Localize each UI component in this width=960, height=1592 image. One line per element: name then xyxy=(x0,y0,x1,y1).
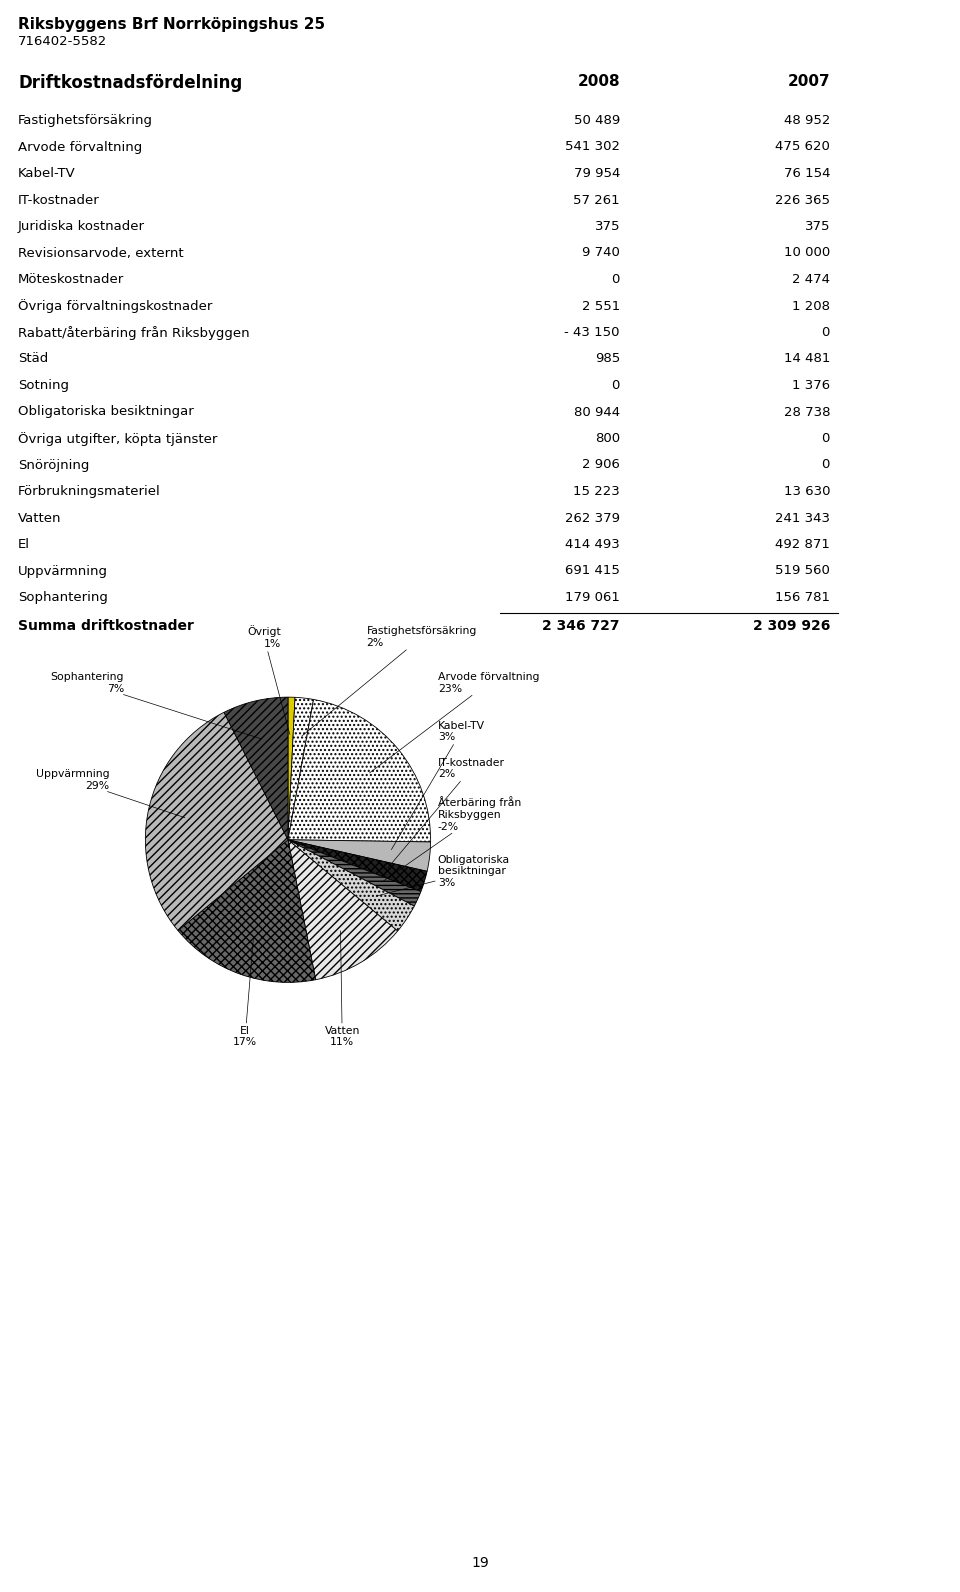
Text: Övriga utgifter, köpta tjänster: Övriga utgifter, köpta tjänster xyxy=(18,431,217,446)
Wedge shape xyxy=(288,841,397,979)
Text: 241 343: 241 343 xyxy=(775,511,830,524)
Wedge shape xyxy=(224,697,288,841)
Text: El
17%: El 17% xyxy=(233,939,257,1048)
Text: 541 302: 541 302 xyxy=(565,140,620,153)
Wedge shape xyxy=(288,699,431,842)
Text: Rabatt/återbäring från Riksbyggen: Rabatt/återbäring från Riksbyggen xyxy=(18,326,250,341)
Text: Övriga förvaltningskostnader: Övriga förvaltningskostnader xyxy=(18,299,212,314)
Text: 80 944: 80 944 xyxy=(574,406,620,419)
Text: 0: 0 xyxy=(822,431,830,446)
Text: Återbäring från
Riksbyggen
-2%: Återbäring från Riksbyggen -2% xyxy=(384,796,521,880)
Text: Revisionsarvode, externt: Revisionsarvode, externt xyxy=(18,247,183,259)
Text: Sophantering: Sophantering xyxy=(18,591,108,603)
Text: 2 346 727: 2 346 727 xyxy=(542,619,620,634)
Text: Sophantering
7%: Sophantering 7% xyxy=(51,672,262,739)
Wedge shape xyxy=(145,712,288,931)
Text: 179 061: 179 061 xyxy=(565,591,620,603)
Text: Driftkostnadsfördelning: Driftkostnadsfördelning xyxy=(18,73,242,92)
Text: 0: 0 xyxy=(612,379,620,392)
Text: 19: 19 xyxy=(471,1555,489,1570)
Text: Kabel-TV: Kabel-TV xyxy=(18,167,76,180)
Text: Vatten
11%: Vatten 11% xyxy=(324,931,360,1048)
Text: 691 415: 691 415 xyxy=(565,565,620,578)
Text: Obligatoriska
besiktningar
3%: Obligatoriska besiktningar 3% xyxy=(376,855,510,896)
Wedge shape xyxy=(288,841,415,931)
Text: 2008: 2008 xyxy=(577,73,620,89)
Text: 0: 0 xyxy=(612,272,620,287)
Text: Fastighetsförsäkring
2%: Fastighetsförsäkring 2% xyxy=(301,626,477,736)
Text: 14 481: 14 481 xyxy=(783,352,830,366)
Text: 226 365: 226 365 xyxy=(775,194,830,207)
Text: 156 781: 156 781 xyxy=(775,591,830,603)
Text: Uppvärmning
29%: Uppvärmning 29% xyxy=(36,769,185,818)
Text: 79 954: 79 954 xyxy=(574,167,620,180)
Text: Kabel-TV
3%: Kabel-TV 3% xyxy=(392,721,485,850)
Text: 519 560: 519 560 xyxy=(775,565,830,578)
Wedge shape xyxy=(288,697,295,841)
Wedge shape xyxy=(178,841,316,982)
Wedge shape xyxy=(288,841,420,906)
Text: 50 489: 50 489 xyxy=(574,115,620,127)
Text: Arvode förvaltning: Arvode förvaltning xyxy=(18,140,142,153)
Text: 800: 800 xyxy=(595,431,620,446)
Text: 15 223: 15 223 xyxy=(573,486,620,498)
Text: - 43 150: - 43 150 xyxy=(564,326,620,339)
Wedge shape xyxy=(288,697,314,841)
Text: 2007: 2007 xyxy=(787,73,830,89)
Text: 13 630: 13 630 xyxy=(783,486,830,498)
Text: 985: 985 xyxy=(595,352,620,366)
Text: Vatten: Vatten xyxy=(18,511,61,524)
Text: Uppvärmning: Uppvärmning xyxy=(18,565,108,578)
Text: 2 551: 2 551 xyxy=(582,299,620,312)
Text: Snöröjning: Snöröjning xyxy=(18,458,89,471)
Text: 475 620: 475 620 xyxy=(775,140,830,153)
Text: Övrigt
1%: Övrigt 1% xyxy=(247,626,290,734)
Text: 28 738: 28 738 xyxy=(783,406,830,419)
Text: Arvode förvaltning
23%: Arvode förvaltning 23% xyxy=(370,672,540,774)
Text: 57 261: 57 261 xyxy=(573,194,620,207)
Text: 9 740: 9 740 xyxy=(582,247,620,259)
Text: Summa driftkostnader: Summa driftkostnader xyxy=(18,619,194,634)
Text: 2 906: 2 906 xyxy=(582,458,620,471)
Text: 414 493: 414 493 xyxy=(565,538,620,551)
Text: Städ: Städ xyxy=(18,352,48,366)
Text: IT-kostnader
2%: IT-kostnader 2% xyxy=(388,758,505,868)
Text: 10 000: 10 000 xyxy=(783,247,830,259)
Text: 716402-5582: 716402-5582 xyxy=(18,35,108,48)
Text: 375: 375 xyxy=(594,220,620,232)
Text: Sotning: Sotning xyxy=(18,379,69,392)
Text: 0: 0 xyxy=(822,326,830,339)
Text: 76 154: 76 154 xyxy=(783,167,830,180)
Text: 492 871: 492 871 xyxy=(775,538,830,551)
Text: 48 952: 48 952 xyxy=(783,115,830,127)
Text: 375: 375 xyxy=(804,220,830,232)
Text: Riksbyggens Brf Norrköpingshus 25: Riksbyggens Brf Norrköpingshus 25 xyxy=(18,18,325,32)
Text: Juridiska kostnader: Juridiska kostnader xyxy=(18,220,145,232)
Text: Obligatoriska besiktningar: Obligatoriska besiktningar xyxy=(18,406,194,419)
Text: 262 379: 262 379 xyxy=(565,511,620,524)
Text: 2 309 926: 2 309 926 xyxy=(753,619,830,634)
Text: IT-kostnader: IT-kostnader xyxy=(18,194,100,207)
Text: 0: 0 xyxy=(822,458,830,471)
Text: El: El xyxy=(18,538,30,551)
Text: 1 376: 1 376 xyxy=(792,379,830,392)
Text: Fastighetsförsäkring: Fastighetsförsäkring xyxy=(18,115,153,127)
Wedge shape xyxy=(288,841,427,892)
Text: 2 474: 2 474 xyxy=(792,272,830,287)
Text: Förbrukningsmateriel: Förbrukningsmateriel xyxy=(18,486,160,498)
Text: 1 208: 1 208 xyxy=(792,299,830,312)
Text: Möteskostnader: Möteskostnader xyxy=(18,272,124,287)
Wedge shape xyxy=(288,841,431,871)
